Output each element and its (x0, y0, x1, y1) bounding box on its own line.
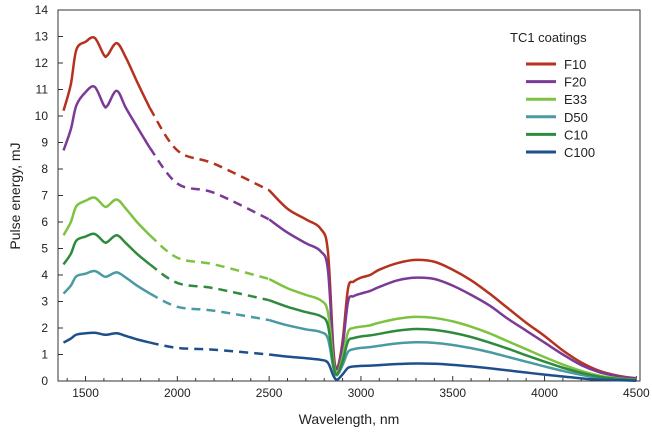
series-layer (62, 35, 637, 382)
legend: TC1 coatings F10 F20 E33 D50 C10 C100 (510, 30, 595, 160)
y-tick-label: 8 (41, 162, 48, 176)
legend-label: C10 (564, 127, 588, 142)
x-tick-label: 4500 (623, 386, 650, 400)
y-tick-label: 4 (41, 268, 48, 282)
y-tick-label: 7 (41, 189, 48, 203)
legend-label: E33 (564, 92, 587, 107)
y-tick-label: 13 (35, 30, 49, 44)
x-tick-label: 3000 (348, 386, 375, 400)
x-tick-label: 2000 (164, 386, 191, 400)
legend-item: E33 (526, 92, 587, 107)
y-tick-label: 6 (41, 215, 48, 229)
y-tick-label: 9 (41, 136, 48, 150)
y-tick-label: 14 (35, 3, 49, 17)
y-tick-label: 10 (35, 109, 49, 123)
x-tick-label: 1500 (72, 386, 99, 400)
series-line (62, 85, 151, 151)
legend-item: F20 (526, 75, 586, 90)
series-line (268, 318, 637, 382)
x-axis-title: Wavelength, nm (299, 411, 400, 427)
series-line (268, 353, 637, 382)
y-tick-label: 1 (41, 348, 48, 362)
series-line-dashed (149, 263, 270, 302)
series-line (268, 218, 637, 381)
series-line (62, 232, 151, 266)
series-line (62, 331, 151, 344)
series-line-dashed (148, 147, 270, 221)
legend-label: D50 (564, 110, 588, 125)
x-tick-label: 4000 (531, 386, 558, 400)
axis-ticks (58, 9, 637, 382)
plot-frame (57, 9, 641, 382)
legend-label: F20 (564, 75, 586, 90)
y-tick-label: 12 (35, 56, 49, 70)
legend-label: C100 (564, 145, 595, 160)
y-tick-label: 3 (41, 295, 48, 309)
series-line-dashed (148, 107, 270, 192)
series-c10 (62, 232, 637, 382)
series-d50 (62, 269, 637, 382)
series-line-dashed (149, 292, 270, 322)
series-line (62, 269, 151, 295)
legend-label: F10 (564, 57, 586, 72)
y-axis-title: Pulse energy, mJ (7, 142, 23, 249)
x-tick-labels: 1500 2000 2500 3000 3500 4000 4500 (72, 386, 650, 400)
series-e33 (62, 196, 637, 381)
x-tick-label: 2500 (256, 386, 283, 400)
y-tick-label: 11 (36, 83, 49, 97)
series-c100 (62, 331, 637, 382)
series-line (268, 277, 637, 381)
y-tick-label: 5 (41, 242, 48, 256)
series-line-dashed (149, 341, 270, 356)
legend-title: TC1 coatings (510, 30, 587, 45)
series-line-dashed (148, 234, 270, 281)
legend-item: C100 (526, 145, 595, 160)
y-tick-label: 2 (41, 321, 48, 335)
legend-item: D50 (526, 110, 588, 125)
y-tick-label: 0 (41, 374, 48, 388)
legend-item: C10 (526, 127, 588, 142)
legend-item: F10 (526, 57, 586, 72)
series-line (62, 35, 151, 112)
series-line (62, 196, 151, 237)
series-line (268, 299, 637, 382)
series-f20 (62, 85, 637, 381)
x-tick-label: 3500 (439, 386, 466, 400)
series-f10 (62, 35, 637, 380)
